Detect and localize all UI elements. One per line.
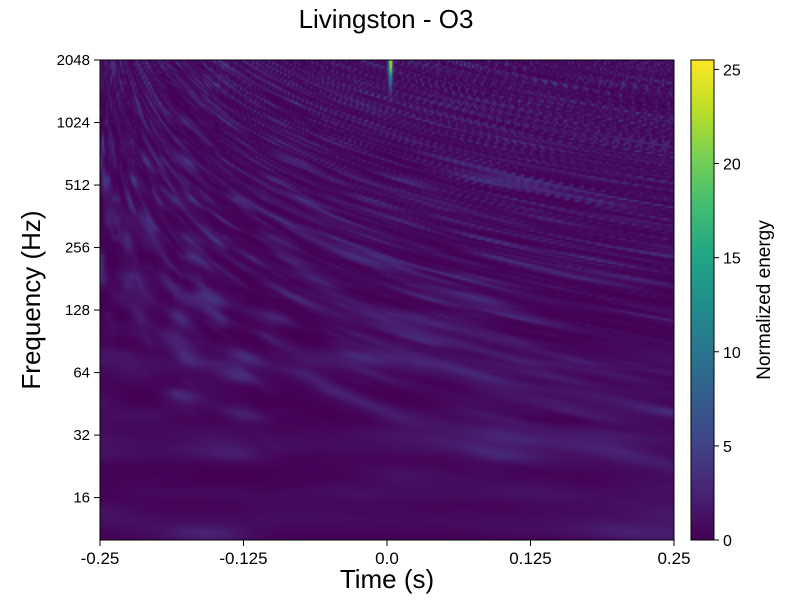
x-axis-label: Time (s) — [340, 564, 434, 594]
x-axis: -0.25 -0.125 0.0 0.125 0.25 — [81, 540, 691, 568]
heatmap-canvas — [100, 60, 674, 540]
x-tick-label: -0.25 — [81, 549, 120, 568]
y-tick-label: 128 — [65, 302, 90, 319]
colorbar-tick-label: 10 — [723, 345, 741, 362]
colorbar-tick-label: 5 — [723, 439, 732, 456]
colorbar-tick-label: 0 — [723, 533, 732, 550]
y-tick-label: 64 — [73, 365, 90, 382]
colorbar-tick-label: 25 — [723, 62, 741, 79]
chart-title: Livingston - O3 — [299, 4, 474, 34]
colorbar: 0 5 10 15 20 25 Normalized energy — [690, 59, 775, 550]
x-tick-label: 0.125 — [509, 549, 552, 568]
colorbar-tick-label: 15 — [723, 251, 741, 268]
y-tick-label: 16 — [73, 490, 90, 507]
y-tick-label: 32 — [73, 427, 90, 444]
x-tick-label: -0.125 — [219, 549, 267, 568]
y-axis: 16 32 64 128 256 512 1024 2048 — [57, 52, 100, 507]
x-tick-label: 0.25 — [657, 549, 690, 568]
y-tick-label: 1024 — [57, 115, 90, 132]
colorbar-gradient — [690, 59, 715, 541]
plot-area — [99, 59, 675, 541]
colorbar-label: Normalized energy — [754, 220, 775, 380]
y-tick-label: 256 — [65, 240, 90, 257]
y-tick-label: 512 — [65, 177, 90, 194]
colorbar-ticks: 0 5 10 15 20 25 — [714, 62, 741, 550]
colorbar-tick-label: 20 — [723, 157, 741, 174]
x-tick-label: 0.0 — [375, 549, 399, 568]
y-tick-label: 2048 — [57, 52, 90, 69]
y-axis-label: Frequency (Hz) — [16, 210, 46, 389]
